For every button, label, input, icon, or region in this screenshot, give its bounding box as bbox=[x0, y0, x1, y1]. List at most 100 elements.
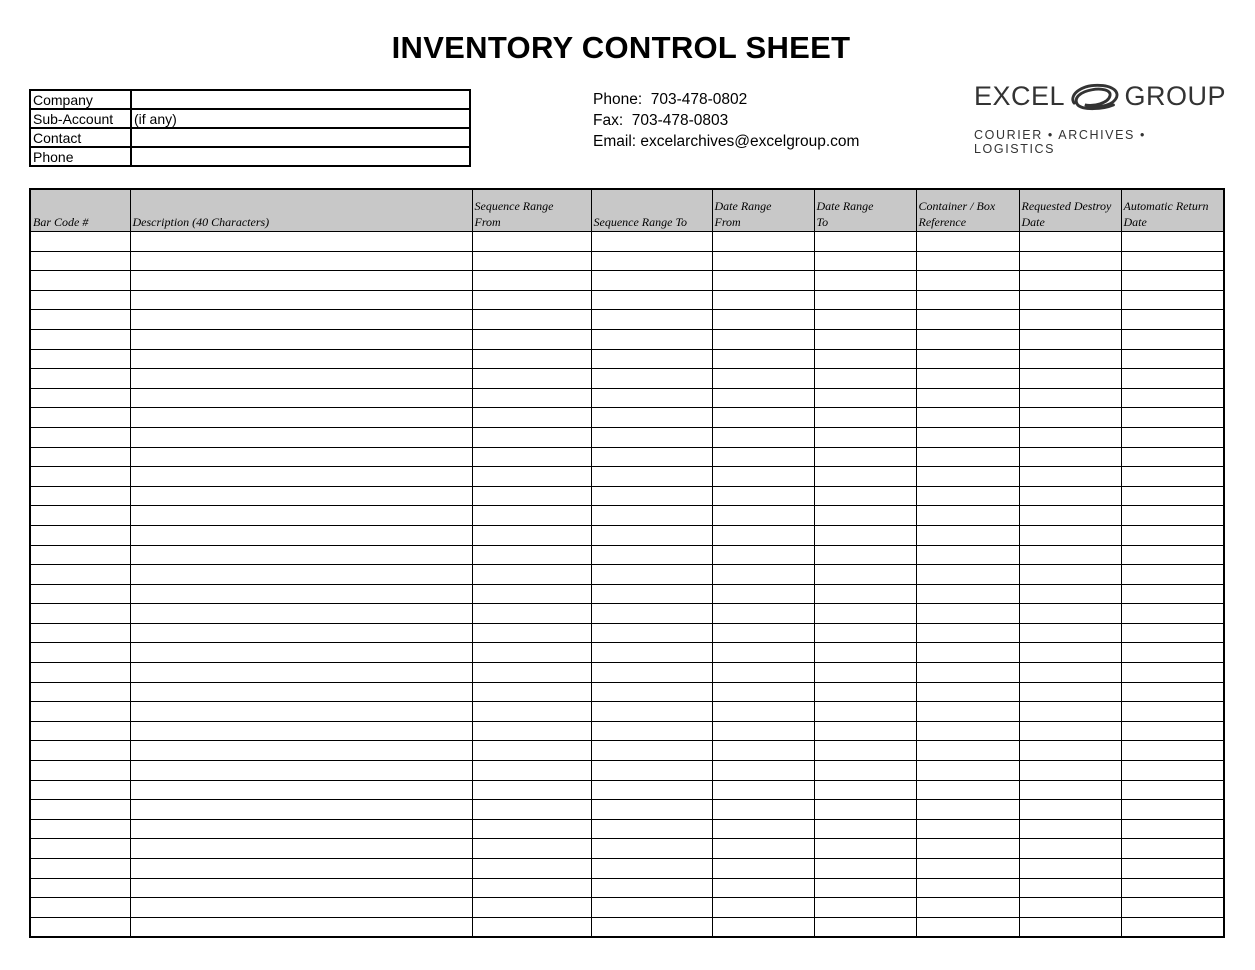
empty-cell bbox=[471, 426, 592, 448]
empty-cell bbox=[915, 348, 1020, 370]
empty-cell bbox=[813, 838, 917, 859]
empty-cell bbox=[1018, 720, 1122, 742]
empty-cell bbox=[915, 681, 1020, 703]
empty-row bbox=[29, 348, 1225, 370]
info-row: Company bbox=[29, 89, 471, 110]
empty-row bbox=[29, 505, 1225, 526]
empty-cell bbox=[590, 740, 713, 762]
empty-cell bbox=[471, 446, 592, 468]
empty-cell bbox=[915, 603, 1020, 624]
empty-cell bbox=[29, 446, 131, 468]
empty-cell bbox=[1120, 622, 1225, 644]
empty-cell bbox=[29, 701, 131, 722]
empty-cell bbox=[711, 681, 815, 703]
empty-cell bbox=[590, 642, 713, 664]
empty-cell bbox=[471, 760, 592, 781]
empty-cell bbox=[471, 877, 592, 899]
empty-cell bbox=[915, 740, 1020, 762]
empty-cell bbox=[711, 779, 815, 801]
empty-cell bbox=[1120, 524, 1225, 546]
column-header: Requested Destroy Date bbox=[1018, 188, 1122, 232]
empty-cell bbox=[1120, 446, 1225, 468]
empty-cell bbox=[590, 564, 713, 585]
empty-cell bbox=[915, 564, 1020, 585]
empty-cell bbox=[471, 407, 592, 428]
empty-cell bbox=[29, 466, 131, 487]
empty-cell bbox=[915, 838, 1020, 859]
empty-cell bbox=[915, 485, 1020, 507]
header-line: Automatic Return bbox=[1123, 199, 1209, 213]
empty-cell bbox=[29, 544, 131, 566]
empty-cell bbox=[29, 309, 131, 330]
empty-row bbox=[29, 916, 1225, 939]
info-value bbox=[130, 127, 471, 148]
info-value bbox=[130, 89, 471, 110]
empty-cell bbox=[590, 877, 713, 899]
header-line: Date Range bbox=[714, 199, 772, 213]
empty-cell bbox=[813, 407, 917, 428]
empty-cell bbox=[590, 466, 713, 487]
empty-cell bbox=[471, 250, 592, 272]
empty-cell bbox=[590, 662, 713, 683]
empty-cell bbox=[1120, 877, 1225, 899]
empty-cell bbox=[471, 289, 592, 311]
empty-cell bbox=[711, 289, 815, 311]
empty-row bbox=[29, 622, 1225, 644]
info-value: (if any) bbox=[130, 108, 471, 129]
empty-cell bbox=[471, 916, 592, 939]
empty-cell bbox=[711, 250, 815, 272]
column-header: Description (40 Characters) bbox=[129, 188, 473, 232]
empty-cell bbox=[471, 583, 592, 605]
empty-cell bbox=[29, 603, 131, 624]
empty-cell bbox=[813, 446, 917, 468]
empty-cell bbox=[813, 348, 917, 370]
empty-cell bbox=[1018, 270, 1122, 291]
column-header: Date Range From bbox=[711, 188, 815, 232]
empty-cell bbox=[29, 662, 131, 683]
empty-cell bbox=[1018, 877, 1122, 899]
empty-cell bbox=[711, 838, 815, 859]
column-header: Sequence Range To bbox=[590, 188, 713, 232]
empty-cell bbox=[129, 740, 473, 762]
empty-cell bbox=[129, 799, 473, 820]
empty-cell bbox=[590, 505, 713, 526]
empty-cell bbox=[29, 583, 131, 605]
empty-cell bbox=[1018, 760, 1122, 781]
logo-tagline: COURIER • ARCHIVES • LOGISTICS bbox=[974, 128, 1147, 156]
empty-row bbox=[29, 466, 1225, 487]
empty-cell bbox=[129, 289, 473, 311]
empty-cell bbox=[813, 505, 917, 526]
header-line: Sequence Range bbox=[474, 199, 554, 213]
empty-cell bbox=[590, 858, 713, 879]
empty-cell bbox=[590, 250, 713, 272]
empty-cell bbox=[1018, 485, 1122, 507]
empty-cell bbox=[1018, 740, 1122, 762]
info-row: Contact bbox=[29, 127, 471, 148]
empty-cell bbox=[29, 328, 131, 350]
empty-cell bbox=[813, 328, 917, 350]
empty-cell bbox=[1120, 897, 1225, 918]
empty-cell bbox=[915, 622, 1020, 644]
empty-cell bbox=[1120, 779, 1225, 801]
empty-cell bbox=[1018, 858, 1122, 879]
empty-cell bbox=[915, 309, 1020, 330]
empty-row bbox=[29, 720, 1225, 742]
empty-cell bbox=[711, 368, 815, 389]
empty-cell bbox=[29, 348, 131, 370]
header-line: Requested Destroy bbox=[1021, 199, 1112, 213]
empty-cell bbox=[1120, 642, 1225, 664]
empty-cell bbox=[471, 309, 592, 330]
empty-cell bbox=[129, 897, 473, 918]
empty-cell bbox=[590, 426, 713, 448]
info-label: Contact bbox=[29, 127, 132, 148]
empty-cell bbox=[471, 348, 592, 370]
empty-cell bbox=[915, 858, 1020, 879]
empty-cell bbox=[590, 348, 713, 370]
empty-cell bbox=[471, 544, 592, 566]
empty-cell bbox=[915, 877, 1020, 899]
empty-cell bbox=[813, 818, 917, 840]
empty-cell bbox=[1018, 662, 1122, 683]
empty-cell bbox=[29, 250, 131, 272]
empty-row bbox=[29, 681, 1225, 703]
empty-cell bbox=[29, 720, 131, 742]
